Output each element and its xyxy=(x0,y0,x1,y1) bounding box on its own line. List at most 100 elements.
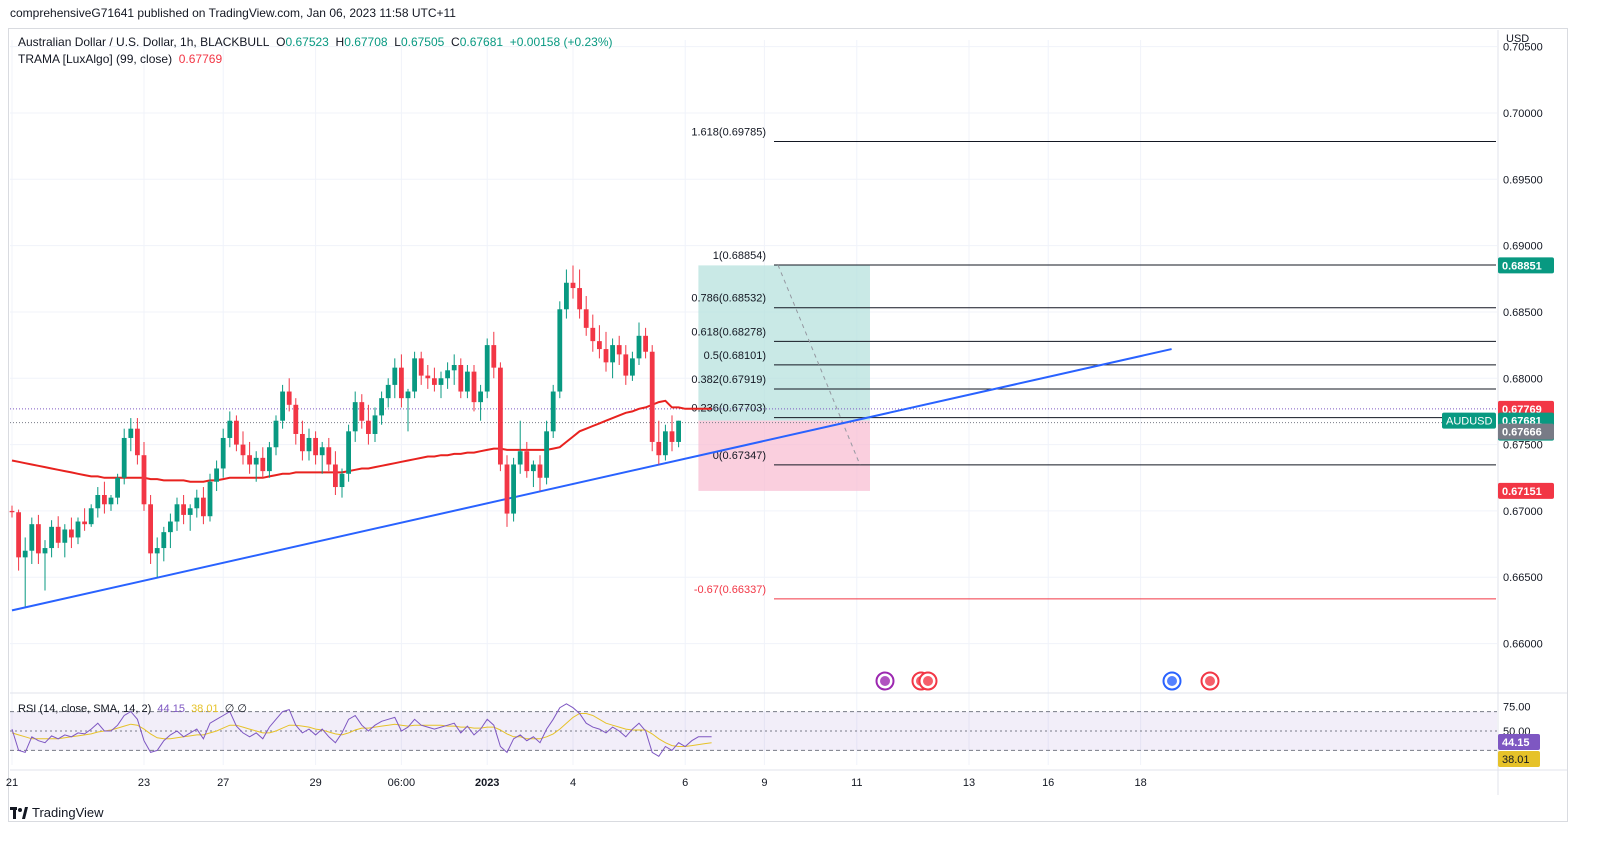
rsi-sma-value-label-bg xyxy=(1498,751,1540,767)
candle xyxy=(590,327,596,342)
candle xyxy=(82,521,87,525)
reference-price-label: 0.67666 xyxy=(1502,427,1542,439)
y-axis-tick-label: 0.70500 xyxy=(1503,42,1543,54)
candle xyxy=(253,457,259,465)
candle xyxy=(385,384,391,399)
symbol-price-tag: AUDUSD xyxy=(1446,416,1493,428)
y-axis-tick-label: 0.68000 xyxy=(1503,373,1543,385)
rsi-legend-value: 44.15 xyxy=(157,703,185,715)
rsi-indicator-name[interactable]: RSI (14, close, SMA, 14, 2) xyxy=(18,703,152,715)
open-value: 0.67523 xyxy=(285,35,329,49)
symbol-price-tag-bg xyxy=(1442,412,1496,429)
candle xyxy=(359,402,365,421)
candle xyxy=(623,354,629,376)
y-axis-tick-label: 0.66000 xyxy=(1503,639,1543,651)
target-price-label: 0.68851 xyxy=(1502,260,1542,272)
y-axis-tick-label: 0.70000 xyxy=(1503,108,1543,120)
tradingview-brand[interactable]: TradingView xyxy=(10,805,104,820)
candle xyxy=(227,420,233,438)
fib-level-label: 0(0.67347) xyxy=(713,450,766,462)
x-axis-tick-label: 27 xyxy=(217,777,229,789)
rsi-value-label-bg xyxy=(1498,734,1540,750)
x-axis-tick-label: 18 xyxy=(1134,777,1146,789)
y-axis-tick-label: 0.66500 xyxy=(1503,572,1543,584)
x-axis-tick-label: 13 xyxy=(963,777,975,789)
candle xyxy=(610,345,615,363)
candle xyxy=(135,428,140,456)
x-axis-tick-label: 06:00 xyxy=(388,777,416,789)
candle xyxy=(663,431,668,456)
candle xyxy=(293,404,299,434)
candle xyxy=(537,464,543,478)
candle xyxy=(643,335,648,352)
fib-level-label: 0.382(0.67919) xyxy=(691,374,766,386)
candle xyxy=(649,351,655,442)
candle xyxy=(471,371,477,403)
y-axis-tick-label: 0.68500 xyxy=(1503,307,1543,319)
currency-label: USD xyxy=(1506,33,1530,45)
candle xyxy=(319,447,325,456)
candle xyxy=(16,512,21,558)
candle xyxy=(372,415,378,434)
rsi-value-label: 44.15 xyxy=(1502,737,1530,749)
x-axis-tick-label: 23 xyxy=(138,777,150,789)
x-axis-tick-label: 2023 xyxy=(475,777,499,789)
candle xyxy=(214,468,219,482)
candle xyxy=(141,455,147,505)
candle xyxy=(484,345,490,392)
publisher-line: comprehensiveG71641 published on Trading… xyxy=(10,6,456,20)
candle xyxy=(550,391,556,432)
candle xyxy=(597,341,602,350)
target-zone xyxy=(698,265,870,421)
candle xyxy=(366,420,371,434)
rsi-axis-label: 75.00 xyxy=(1503,702,1531,714)
symbol-title[interactable]: Australian Dollar / U.S. Dollar, 1h, BLA… xyxy=(18,35,270,49)
candle xyxy=(128,428,134,438)
candle xyxy=(465,371,470,392)
candle xyxy=(300,433,305,452)
target-price-label-bg xyxy=(1498,257,1554,274)
candle xyxy=(636,335,642,359)
candle xyxy=(630,358,635,376)
candle xyxy=(280,391,285,421)
fib-level-label: 0.236(0.67703) xyxy=(691,403,766,415)
candle xyxy=(49,526,54,549)
candle xyxy=(207,481,213,517)
candle xyxy=(504,464,510,514)
lightning-event-icon-fill xyxy=(880,676,890,686)
candle xyxy=(524,451,530,472)
x-axis-tick-label: 9 xyxy=(761,777,767,789)
candle xyxy=(181,504,186,515)
trama-line xyxy=(11,399,712,483)
x-axis-tick-label: 21 xyxy=(6,777,18,789)
candle xyxy=(676,420,681,442)
fib-level-label: 0.618(0.68278) xyxy=(691,326,766,338)
candle xyxy=(306,437,312,452)
x-axis-tick-label: 16 xyxy=(1042,777,1054,789)
fib-level-label: -0.67(0.66337) xyxy=(694,584,766,596)
low-value: 0.67505 xyxy=(400,35,445,49)
x-axis-tick-label: 6 xyxy=(682,777,688,789)
candle xyxy=(405,391,411,399)
rsi-legend: RSI (14, close, SMA, 14, 2) 44.15 38.01 … xyxy=(18,702,247,715)
candle xyxy=(220,437,226,469)
candle xyxy=(517,451,523,465)
candle xyxy=(201,497,206,517)
trendline xyxy=(11,348,1172,612)
candle xyxy=(432,378,437,385)
reference-price-label-bg xyxy=(1498,423,1554,440)
candle xyxy=(333,464,338,488)
indicator-name[interactable]: TRAMA [LuxAlgo] (99, close) xyxy=(18,52,173,66)
x-axis-tick-label: 29 xyxy=(309,777,321,789)
candle xyxy=(557,309,563,392)
candle xyxy=(412,358,417,392)
candle xyxy=(115,477,120,498)
rsi-sma-legend-value: 38.01 xyxy=(191,703,219,715)
candle xyxy=(273,420,279,448)
candle xyxy=(498,367,503,465)
candle xyxy=(22,550,28,558)
x-axis-tick-label: 11 xyxy=(851,777,862,789)
candle xyxy=(313,437,318,456)
y-axis-tick-label: 0.67000 xyxy=(1503,506,1543,518)
